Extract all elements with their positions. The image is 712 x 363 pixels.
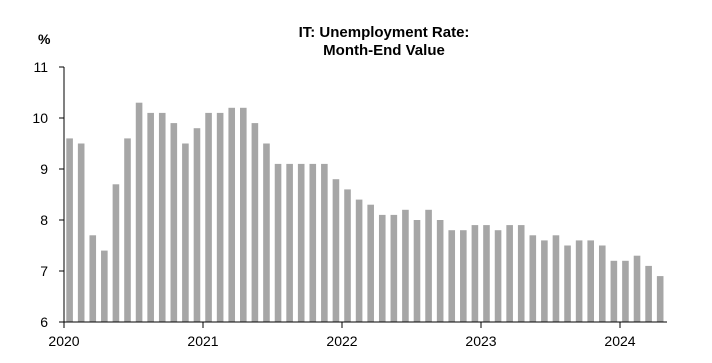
- bar-2022-12: [471, 225, 479, 322]
- y-axis-unit-label: %: [38, 31, 51, 47]
- bar-2023-06: [541, 240, 548, 322]
- bar-2022-06: [402, 209, 409, 322]
- bar-2021-04: [240, 107, 247, 322]
- axes-group: 6 7 8 9 10 11 2020 2021 2022 2023 2024: [32, 59, 667, 349]
- bar-2020-06: [124, 138, 131, 322]
- bar-2022-10: [448, 230, 456, 322]
- bar-2021-06: [263, 143, 270, 322]
- bar-2022-07: [413, 220, 421, 322]
- bar-2021-05: [251, 123, 259, 322]
- x-tick-label-2024: 2024: [604, 333, 635, 349]
- bar-2020-12: [193, 128, 201, 322]
- bar-2022-04: [378, 214, 386, 322]
- bar-2020-05: [112, 184, 120, 322]
- bar-2023-11: [598, 245, 606, 322]
- bar-2023-04: [517, 225, 525, 322]
- bar-2021-02: [216, 112, 224, 323]
- bars-group: [66, 102, 664, 323]
- bar-2022-01: [344, 189, 351, 322]
- bar-2024-04: [656, 276, 664, 322]
- bar-2022-02: [355, 199, 363, 322]
- x-tick-label-2020: 2020: [48, 333, 79, 349]
- bar-2020-01: [66, 138, 73, 322]
- bar-2022-09: [436, 220, 444, 322]
- bar-2020-11: [182, 143, 189, 322]
- bar-2023-08: [564, 245, 571, 322]
- bar-2022-03: [367, 204, 374, 322]
- bar-2020-07: [135, 102, 143, 322]
- y-tick-label-8: 8: [40, 212, 48, 228]
- x-tick-label-2023: 2023: [465, 333, 496, 349]
- bar-2021-10: [309, 163, 317, 322]
- chart-title-line-2: Month-End Value: [323, 42, 445, 59]
- bar-2021-01: [205, 112, 212, 323]
- chart-title-line-1: IT: Unemployment Rate:: [299, 24, 470, 41]
- bar-2020-04: [101, 250, 108, 322]
- bar-2023-07: [552, 235, 560, 322]
- bar-2023-02: [494, 230, 502, 322]
- bar-2021-09: [297, 163, 305, 322]
- y-tick-label-11: 11: [33, 59, 48, 75]
- x-tick-label-2021: 2021: [187, 333, 218, 349]
- bar-2022-08: [425, 209, 432, 322]
- bar-2023-10: [587, 240, 594, 322]
- bar-2020-03: [89, 235, 97, 322]
- y-tick-label-7: 7: [40, 263, 48, 279]
- bar-2023-09: [575, 240, 583, 322]
- bar-2021-11: [321, 163, 328, 322]
- y-tick-label-9: 9: [40, 161, 48, 177]
- bar-2020-09: [158, 112, 166, 323]
- bar-2024-03: [645, 265, 652, 322]
- bar-2023-05: [529, 235, 537, 322]
- bar-2024-02: [633, 255, 641, 322]
- bar-2021-12: [332, 179, 340, 322]
- bar-2023-03: [506, 225, 513, 322]
- x-tick-label-2022: 2022: [326, 333, 357, 349]
- bar-2020-08: [147, 112, 154, 323]
- bar-2023-01: [483, 225, 490, 322]
- y-tick-label-10: 10: [32, 110, 48, 126]
- bar-2022-11: [460, 230, 467, 322]
- bar-2021-03: [228, 107, 236, 322]
- bar-2021-08: [286, 163, 293, 322]
- bar-2021-07: [274, 163, 282, 322]
- bar-2022-05: [390, 214, 398, 322]
- bar-2020-02: [77, 143, 85, 322]
- y-tick-label-6: 6: [40, 314, 48, 330]
- bar-2023-12: [610, 260, 618, 322]
- bar-2020-10: [170, 123, 178, 322]
- bar-2024-01: [622, 260, 629, 322]
